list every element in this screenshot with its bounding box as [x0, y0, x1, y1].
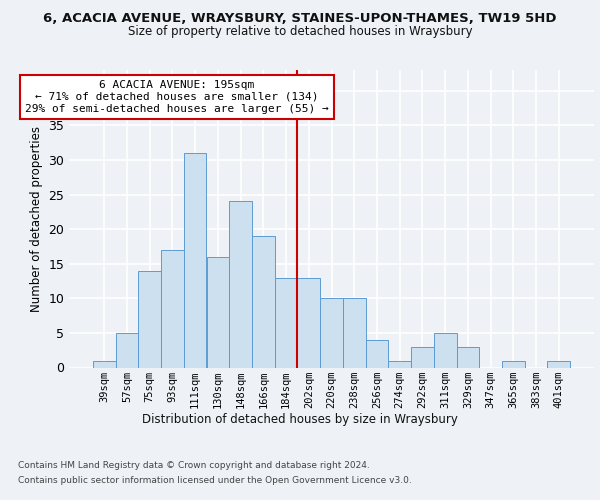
Text: Contains public sector information licensed under the Open Government Licence v3: Contains public sector information licen…	[18, 476, 412, 485]
Bar	[320, 298, 343, 368]
Bar	[229, 202, 252, 368]
Bar	[252, 236, 275, 368]
Bar	[411, 346, 434, 368]
Text: 6, ACACIA AVENUE, WRAYSBURY, STAINES-UPON-THAMES, TW19 5HD: 6, ACACIA AVENUE, WRAYSBURY, STAINES-UPO…	[43, 12, 557, 26]
Text: Distribution of detached houses by size in Wraysbury: Distribution of detached houses by size …	[142, 412, 458, 426]
Text: 6 ACACIA AVENUE: 195sqm
← 71% of detached houses are smaller (134)
29% of semi-d: 6 ACACIA AVENUE: 195sqm ← 71% of detache…	[25, 80, 329, 114]
Bar	[547, 360, 570, 368]
Bar	[139, 270, 161, 368]
Bar	[502, 360, 524, 368]
Bar	[93, 360, 116, 368]
Bar	[298, 278, 320, 368]
Y-axis label: Number of detached properties: Number of detached properties	[30, 126, 43, 312]
Bar	[388, 360, 411, 368]
Bar	[343, 298, 365, 368]
Bar	[457, 346, 479, 368]
Bar	[434, 333, 457, 368]
Text: Size of property relative to detached houses in Wraysbury: Size of property relative to detached ho…	[128, 25, 472, 38]
Bar	[116, 333, 139, 368]
Bar	[161, 250, 184, 368]
Bar	[275, 278, 298, 368]
Bar	[184, 153, 206, 368]
Bar	[365, 340, 388, 367]
Bar	[206, 257, 229, 368]
Text: Contains HM Land Registry data © Crown copyright and database right 2024.: Contains HM Land Registry data © Crown c…	[18, 461, 370, 470]
